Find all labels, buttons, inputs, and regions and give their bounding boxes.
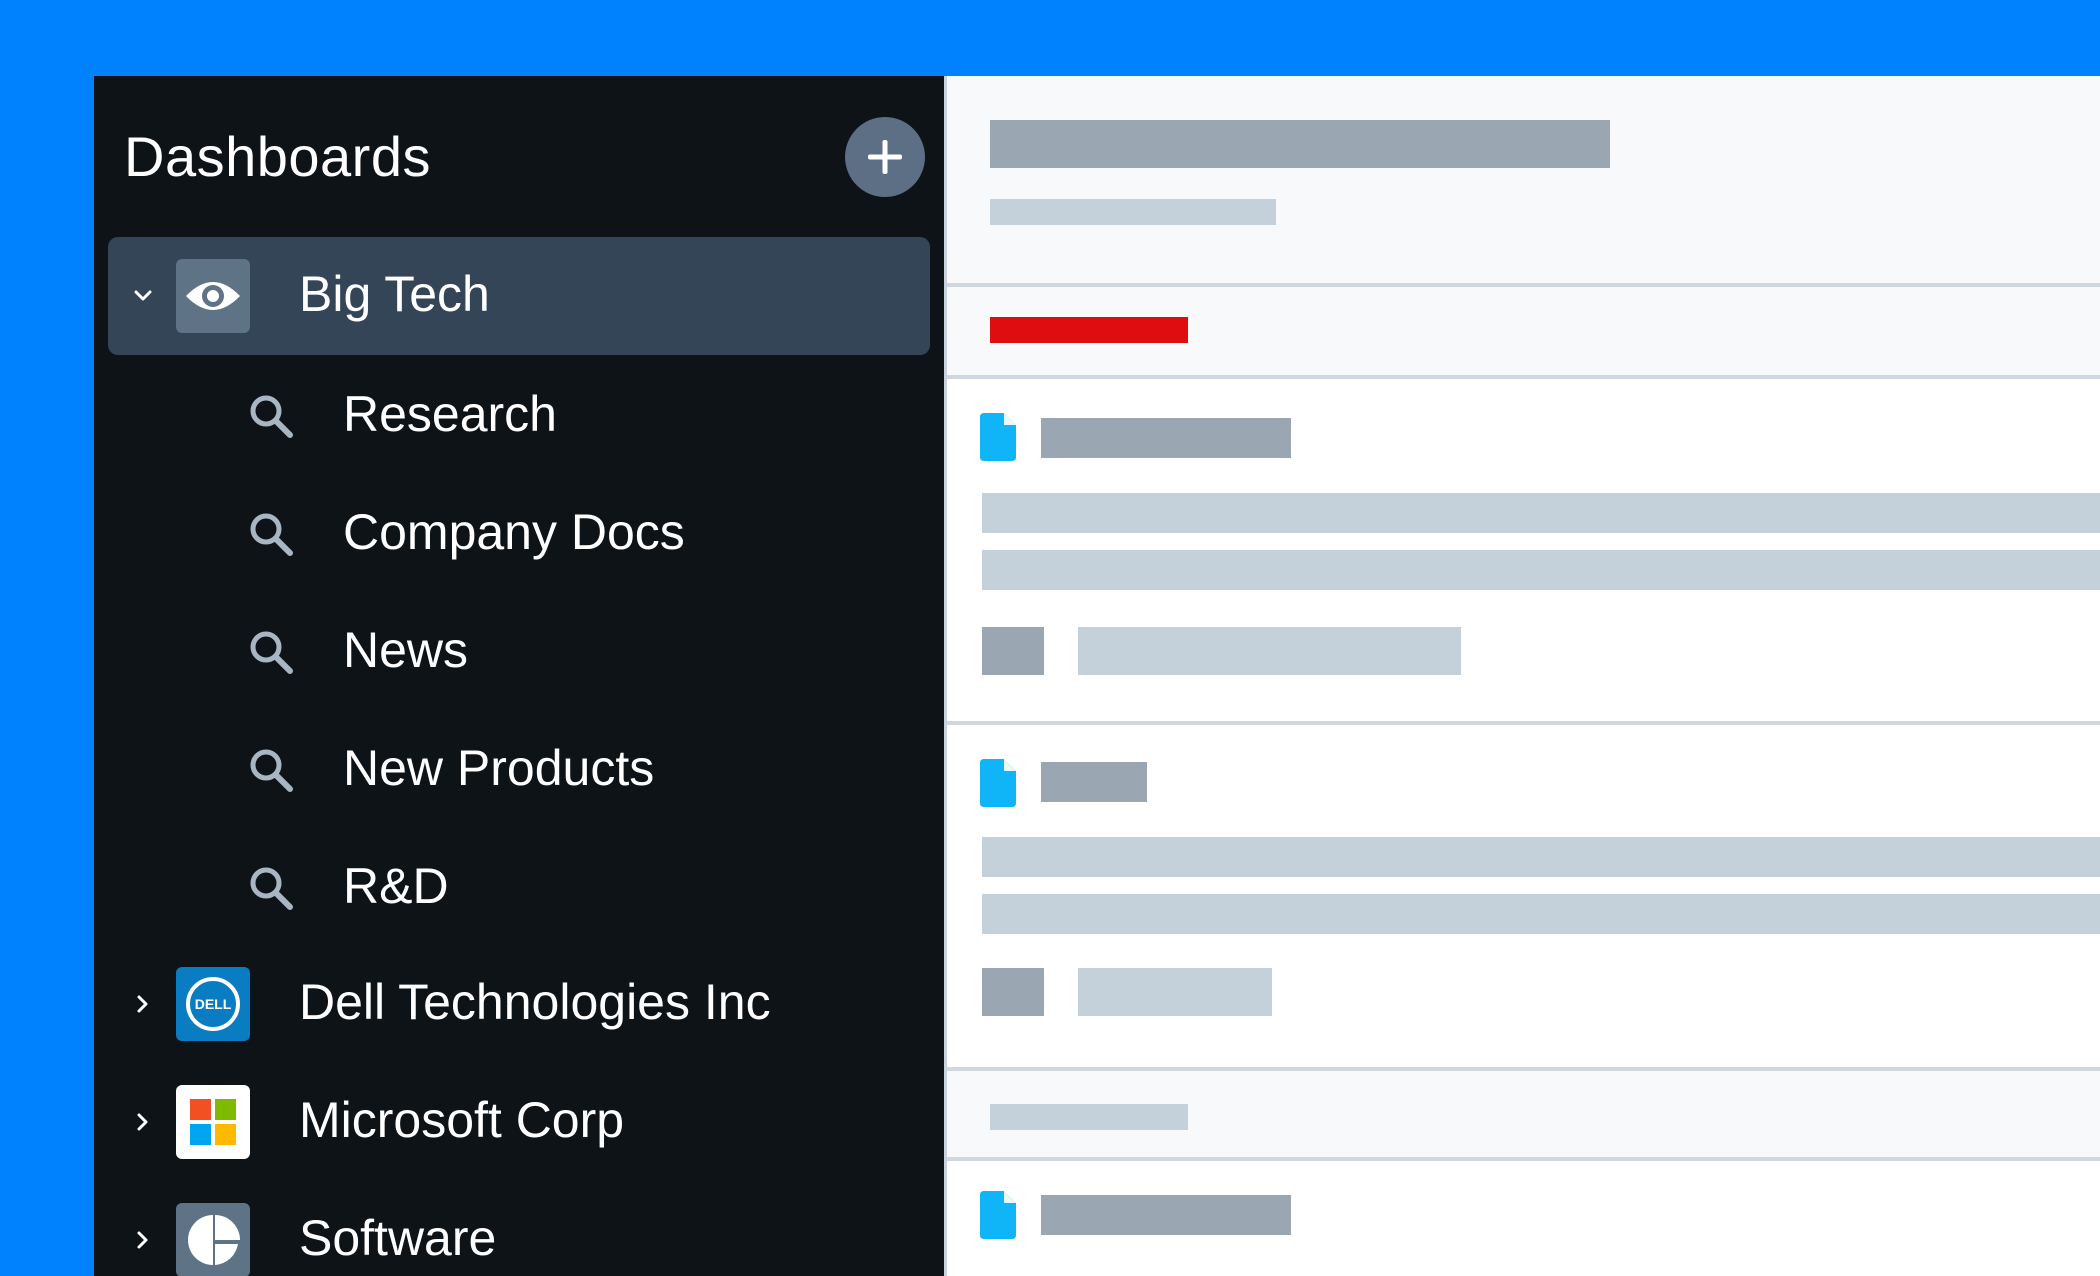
result-card-placeholder[interactable] bbox=[947, 725, 2100, 1067]
divider bbox=[947, 375, 2100, 379]
sub-item-label: News bbox=[343, 622, 469, 678]
document-icon bbox=[980, 759, 1016, 807]
search-icon bbox=[250, 513, 293, 556]
search-icon bbox=[250, 867, 293, 910]
title-placeholder bbox=[990, 120, 1610, 168]
dell-logo-icon: DELL bbox=[176, 967, 250, 1041]
sidebar-item-big-tech[interactable]: Big Tech bbox=[108, 237, 930, 355]
card-title-placeholder bbox=[1041, 762, 1147, 802]
header-placeholder bbox=[947, 76, 2100, 283]
app-frame: Dashboards Big Tech bbox=[94, 76, 2100, 1276]
sidebar-title: Dashboards bbox=[124, 125, 431, 188]
subtitle-placeholder bbox=[990, 199, 1276, 225]
sidebar-item-label: Microsoft Corp bbox=[299, 1092, 625, 1148]
svg-text:DELL: DELL bbox=[195, 996, 232, 1012]
card-meta-placeholder bbox=[1078, 627, 1461, 675]
sidebar-item-label: Software bbox=[299, 1210, 497, 1266]
chevron-right-icon[interactable] bbox=[128, 1107, 158, 1137]
microsoft-logo-icon bbox=[176, 1085, 250, 1159]
search-icon bbox=[250, 631, 293, 674]
card-meta-placeholder bbox=[982, 627, 1044, 675]
result-card-placeholder[interactable] bbox=[947, 1161, 2100, 1276]
chevron-right-icon[interactable] bbox=[128, 1225, 158, 1255]
eye-icon bbox=[176, 259, 250, 333]
document-icon bbox=[980, 1191, 1016, 1239]
group-title-placeholder bbox=[990, 1104, 1188, 1130]
document-icon bbox=[980, 413, 1016, 461]
card-text-placeholder bbox=[982, 837, 2100, 877]
divider bbox=[947, 1157, 2100, 1161]
sidebar-item-label: Dell Technologies Inc bbox=[299, 974, 771, 1030]
sub-item-label: Research bbox=[343, 386, 557, 442]
sub-item-research[interactable]: Research bbox=[108, 355, 930, 473]
sub-item-label: Company Docs bbox=[343, 504, 685, 560]
alert-bar bbox=[990, 317, 1188, 343]
sub-item-new-products[interactable]: New Products bbox=[108, 709, 930, 827]
card-text-placeholder bbox=[982, 493, 2100, 533]
card-meta-placeholder bbox=[982, 968, 1044, 1016]
sidebar-item-dell[interactable]: DELL Dell Technologies Inc bbox=[108, 945, 930, 1063]
result-card-placeholder[interactable] bbox=[947, 379, 2100, 721]
card-text-placeholder bbox=[982, 894, 2100, 934]
divider bbox=[947, 1067, 2100, 1071]
dashboards-sidebar: Dashboards Big Tech bbox=[94, 76, 944, 1276]
chevron-down-icon[interactable] bbox=[128, 281, 158, 311]
sub-item-r-and-d[interactable]: R&D bbox=[108, 827, 930, 945]
card-title-placeholder bbox=[1041, 418, 1291, 458]
card-text-placeholder bbox=[982, 550, 2100, 590]
search-icon bbox=[250, 395, 293, 438]
main-content-skeleton bbox=[944, 76, 2100, 1276]
alert-placeholder bbox=[947, 287, 2100, 375]
divider bbox=[947, 283, 2100, 287]
search-icon bbox=[250, 749, 293, 792]
add-dashboard-button[interactable] bbox=[845, 117, 925, 197]
card-title-placeholder bbox=[1041, 1195, 1291, 1235]
chevron-right-icon[interactable] bbox=[128, 989, 158, 1019]
software-logo-icon bbox=[176, 1203, 250, 1276]
sub-item-label: R&D bbox=[343, 858, 449, 914]
divider bbox=[947, 721, 2100, 725]
sidebar-item-microsoft[interactable]: Microsoft Corp bbox=[108, 1063, 930, 1181]
card-meta-placeholder bbox=[1078, 968, 1272, 1016]
sub-item-news[interactable]: News bbox=[108, 591, 930, 709]
sidebar-item-label: Big Tech bbox=[299, 266, 490, 322]
group-header-placeholder bbox=[947, 1071, 2100, 1157]
plus-icon bbox=[868, 140, 902, 174]
sub-item-label: New Products bbox=[343, 740, 655, 796]
sidebar-item-software[interactable]: Software bbox=[108, 1181, 930, 1276]
sub-item-company-docs[interactable]: Company Docs bbox=[108, 473, 930, 591]
